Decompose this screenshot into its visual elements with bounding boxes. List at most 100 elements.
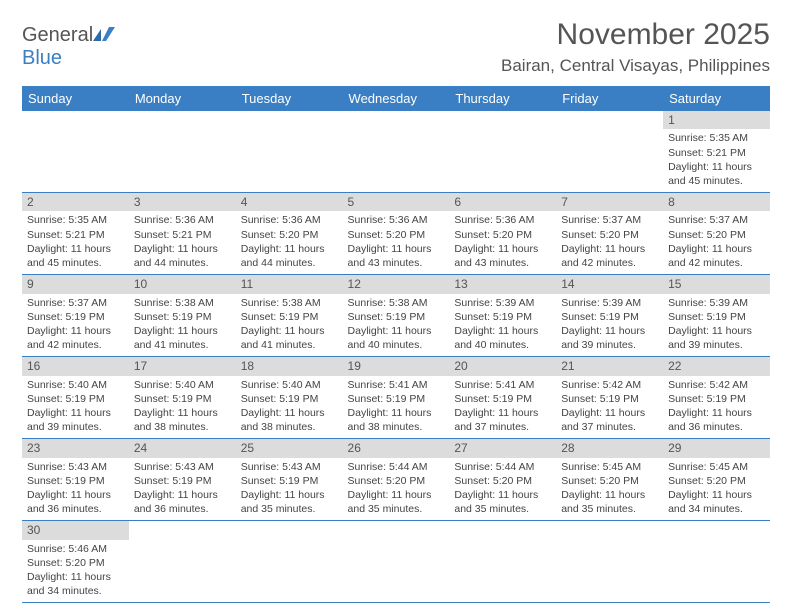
- calendar-day-cell: 27Sunrise: 5:44 AMSunset: 5:20 PMDayligh…: [449, 439, 556, 521]
- calendar-day-cell: 1Sunrise: 5:35 AMSunset: 5:21 PMDaylight…: [663, 111, 770, 193]
- day-details: Sunrise: 5:35 AMSunset: 5:21 PMDaylight:…: [22, 211, 129, 274]
- calendar-row: 30Sunrise: 5:46 AMSunset: 5:20 PMDayligh…: [22, 521, 770, 603]
- calendar-day-cell: 14Sunrise: 5:39 AMSunset: 5:19 PMDayligh…: [556, 275, 663, 357]
- calendar-day-cell: 11Sunrise: 5:38 AMSunset: 5:19 PMDayligh…: [236, 275, 343, 357]
- day-details: Sunrise: 5:42 AMSunset: 5:19 PMDaylight:…: [556, 376, 663, 439]
- calendar-empty-cell: [236, 111, 343, 193]
- day-number: 25: [236, 439, 343, 457]
- weekday-header: Sunday: [22, 86, 129, 111]
- day-number: 15: [663, 275, 770, 293]
- calendar-header: SundayMondayTuesdayWednesdayThursdayFrid…: [22, 86, 770, 111]
- day-number: 8: [663, 193, 770, 211]
- calendar-day-cell: 24Sunrise: 5:43 AMSunset: 5:19 PMDayligh…: [129, 439, 236, 521]
- calendar-day-cell: 16Sunrise: 5:40 AMSunset: 5:19 PMDayligh…: [22, 357, 129, 439]
- day-number: 9: [22, 275, 129, 293]
- day-details: Sunrise: 5:40 AMSunset: 5:19 PMDaylight:…: [129, 376, 236, 439]
- calendar-day-cell: 21Sunrise: 5:42 AMSunset: 5:19 PMDayligh…: [556, 357, 663, 439]
- calendar-empty-cell: [556, 521, 663, 603]
- day-number: 23: [22, 439, 129, 457]
- page-title: November 2025: [501, 18, 770, 52]
- day-details: Sunrise: 5:39 AMSunset: 5:19 PMDaylight:…: [663, 294, 770, 357]
- day-number: 29: [663, 439, 770, 457]
- calendar-day-cell: 5Sunrise: 5:36 AMSunset: 5:20 PMDaylight…: [343, 193, 450, 275]
- calendar-day-cell: 17Sunrise: 5:40 AMSunset: 5:19 PMDayligh…: [129, 357, 236, 439]
- day-details: Sunrise: 5:38 AMSunset: 5:19 PMDaylight:…: [236, 294, 343, 357]
- day-number: 5: [343, 193, 450, 211]
- day-number: 21: [556, 357, 663, 375]
- calendar-day-cell: 3Sunrise: 5:36 AMSunset: 5:21 PMDaylight…: [129, 193, 236, 275]
- day-details: Sunrise: 5:38 AMSunset: 5:19 PMDaylight:…: [343, 294, 450, 357]
- day-number: 2: [22, 193, 129, 211]
- header: GeneralBlue November 2025 Bairan, Centra…: [22, 18, 770, 76]
- day-number: 11: [236, 275, 343, 293]
- calendar-day-cell: 2Sunrise: 5:35 AMSunset: 5:21 PMDaylight…: [22, 193, 129, 275]
- day-number: 17: [129, 357, 236, 375]
- day-number: 10: [129, 275, 236, 293]
- day-details: Sunrise: 5:44 AMSunset: 5:20 PMDaylight:…: [343, 458, 450, 521]
- calendar-empty-cell: [129, 111, 236, 193]
- calendar-row: 9Sunrise: 5:37 AMSunset: 5:19 PMDaylight…: [22, 275, 770, 357]
- day-details: Sunrise: 5:43 AMSunset: 5:19 PMDaylight:…: [129, 458, 236, 521]
- day-number: 18: [236, 357, 343, 375]
- calendar-table: SundayMondayTuesdayWednesdayThursdayFrid…: [22, 86, 770, 603]
- calendar-day-cell: 29Sunrise: 5:45 AMSunset: 5:20 PMDayligh…: [663, 439, 770, 521]
- calendar-day-cell: 9Sunrise: 5:37 AMSunset: 5:19 PMDaylight…: [22, 275, 129, 357]
- calendar-day-cell: 13Sunrise: 5:39 AMSunset: 5:19 PMDayligh…: [449, 275, 556, 357]
- day-details: Sunrise: 5:36 AMSunset: 5:20 PMDaylight:…: [343, 211, 450, 274]
- calendar-empty-cell: [663, 521, 770, 603]
- calendar-day-cell: 30Sunrise: 5:46 AMSunset: 5:20 PMDayligh…: [22, 521, 129, 603]
- weekday-header: Friday: [556, 86, 663, 111]
- day-number: 20: [449, 357, 556, 375]
- day-details: Sunrise: 5:44 AMSunset: 5:20 PMDaylight:…: [449, 458, 556, 521]
- calendar-day-cell: 12Sunrise: 5:38 AMSunset: 5:19 PMDayligh…: [343, 275, 450, 357]
- day-number: 3: [129, 193, 236, 211]
- day-details: Sunrise: 5:46 AMSunset: 5:20 PMDaylight:…: [22, 540, 129, 603]
- day-details: Sunrise: 5:36 AMSunset: 5:20 PMDaylight:…: [236, 211, 343, 274]
- calendar-day-cell: 19Sunrise: 5:41 AMSunset: 5:19 PMDayligh…: [343, 357, 450, 439]
- day-details: Sunrise: 5:38 AMSunset: 5:19 PMDaylight:…: [129, 294, 236, 357]
- weekday-header: Saturday: [663, 86, 770, 111]
- calendar-empty-cell: [449, 111, 556, 193]
- logo-text-2: Blue: [22, 47, 62, 69]
- day-number: 22: [663, 357, 770, 375]
- calendar-body: 1Sunrise: 5:35 AMSunset: 5:21 PMDaylight…: [22, 111, 770, 603]
- day-number: 19: [343, 357, 450, 375]
- day-number: 28: [556, 439, 663, 457]
- day-details: Sunrise: 5:36 AMSunset: 5:20 PMDaylight:…: [449, 211, 556, 274]
- day-number: 30: [22, 521, 129, 539]
- calendar-row: 1Sunrise: 5:35 AMSunset: 5:21 PMDaylight…: [22, 111, 770, 193]
- calendar-empty-cell: [236, 521, 343, 603]
- day-details: Sunrise: 5:39 AMSunset: 5:19 PMDaylight:…: [449, 294, 556, 357]
- weekday-header: Tuesday: [236, 86, 343, 111]
- calendar-day-cell: 26Sunrise: 5:44 AMSunset: 5:20 PMDayligh…: [343, 439, 450, 521]
- calendar-day-cell: 22Sunrise: 5:42 AMSunset: 5:19 PMDayligh…: [663, 357, 770, 439]
- day-details: Sunrise: 5:35 AMSunset: 5:21 PMDaylight:…: [663, 129, 770, 192]
- calendar-day-cell: 15Sunrise: 5:39 AMSunset: 5:19 PMDayligh…: [663, 275, 770, 357]
- calendar-empty-cell: [343, 111, 450, 193]
- day-details: Sunrise: 5:37 AMSunset: 5:19 PMDaylight:…: [22, 294, 129, 357]
- day-details: Sunrise: 5:40 AMSunset: 5:19 PMDaylight:…: [236, 376, 343, 439]
- calendar-empty-cell: [22, 111, 129, 193]
- location-subtitle: Bairan, Central Visayas, Philippines: [501, 56, 770, 76]
- calendar-day-cell: 28Sunrise: 5:45 AMSunset: 5:20 PMDayligh…: [556, 439, 663, 521]
- logo-text: GeneralBlue: [22, 24, 115, 70]
- day-number: 12: [343, 275, 450, 293]
- day-number: 26: [343, 439, 450, 457]
- day-number: 14: [556, 275, 663, 293]
- day-details: Sunrise: 5:42 AMSunset: 5:19 PMDaylight:…: [663, 376, 770, 439]
- calendar-empty-cell: [343, 521, 450, 603]
- day-number: 6: [449, 193, 556, 211]
- day-number: 24: [129, 439, 236, 457]
- weekday-header: Wednesday: [343, 86, 450, 111]
- calendar-day-cell: 8Sunrise: 5:37 AMSunset: 5:20 PMDaylight…: [663, 193, 770, 275]
- day-number: 7: [556, 193, 663, 211]
- calendar-day-cell: 4Sunrise: 5:36 AMSunset: 5:20 PMDaylight…: [236, 193, 343, 275]
- calendar-day-cell: 18Sunrise: 5:40 AMSunset: 5:19 PMDayligh…: [236, 357, 343, 439]
- day-number: 1: [663, 111, 770, 129]
- calendar-empty-cell: [556, 111, 663, 193]
- day-details: Sunrise: 5:40 AMSunset: 5:19 PMDaylight:…: [22, 376, 129, 439]
- day-number: 4: [236, 193, 343, 211]
- day-details: Sunrise: 5:45 AMSunset: 5:20 PMDaylight:…: [663, 458, 770, 521]
- day-details: Sunrise: 5:43 AMSunset: 5:19 PMDaylight:…: [236, 458, 343, 521]
- day-details: Sunrise: 5:45 AMSunset: 5:20 PMDaylight:…: [556, 458, 663, 521]
